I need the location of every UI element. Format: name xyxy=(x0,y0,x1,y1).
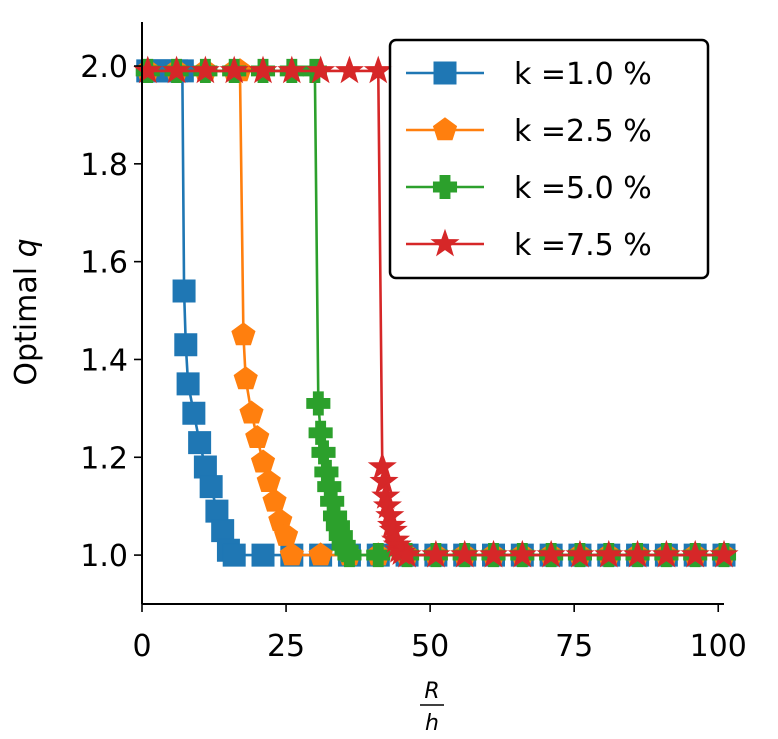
x-tick-label: 25 xyxy=(267,629,305,664)
y-axis-label: Optimal q xyxy=(9,238,44,385)
data-point xyxy=(182,401,206,425)
data-point xyxy=(190,55,220,84)
data-point xyxy=(623,539,653,568)
data-point xyxy=(233,366,258,390)
legend-marker xyxy=(432,117,458,141)
data-point xyxy=(366,543,391,568)
data-point xyxy=(363,55,393,84)
x-axis-label-denominator: h xyxy=(425,711,439,736)
data-point xyxy=(239,400,264,424)
x-tick-label: 0 xyxy=(132,629,151,664)
data-point xyxy=(277,55,307,84)
data-point xyxy=(709,539,739,568)
data-point xyxy=(256,469,281,493)
data-point xyxy=(478,539,509,568)
data-point xyxy=(308,542,333,566)
legend-label: k =1.0 % xyxy=(514,57,652,92)
y-tick-label: 1.8 xyxy=(80,148,128,183)
data-point xyxy=(337,543,362,568)
data-point xyxy=(251,543,275,567)
data-point xyxy=(450,539,480,568)
data-point xyxy=(565,539,595,568)
legend-label: k =7.5 % xyxy=(514,228,652,263)
x-tick-label: 100 xyxy=(690,629,747,664)
data-point xyxy=(199,475,223,499)
data-point xyxy=(651,539,681,568)
data-point xyxy=(162,55,192,84)
data-point xyxy=(250,449,276,473)
legend-entry: k =7.5 % xyxy=(406,228,652,263)
x-tick-label: 75 xyxy=(555,629,593,664)
x-axis-label: R h xyxy=(420,679,444,736)
legend-entry: k =2.5 % xyxy=(406,114,652,149)
series-layer xyxy=(133,55,739,568)
legend-label: k =5.0 % xyxy=(514,171,652,206)
legend-label: k =2.5 % xyxy=(514,114,652,149)
legend-marker xyxy=(432,174,458,200)
data-point xyxy=(306,55,336,84)
data-point xyxy=(334,55,364,84)
data-point xyxy=(279,542,304,566)
data-point xyxy=(231,322,256,346)
data-point xyxy=(245,424,270,448)
legend-entry: k =1.0 % xyxy=(406,57,652,92)
data-point xyxy=(205,499,229,523)
data-point xyxy=(507,539,537,568)
data-point xyxy=(421,539,451,568)
data-point xyxy=(222,543,246,567)
data-point xyxy=(680,539,710,568)
data-point xyxy=(188,431,212,455)
data-point xyxy=(392,539,422,568)
y-tick-label: 1.0 xyxy=(80,539,128,574)
y-tick-label: 2.0 xyxy=(80,50,128,85)
x-axis-label-numerator: R xyxy=(424,679,439,704)
x-tick-label: 50 xyxy=(411,629,449,664)
y-axis-label-variable: q xyxy=(9,238,44,257)
legend: k =1.0 % k =2.5 % k =5.0 % k =7.5 % xyxy=(388,38,710,280)
data-point xyxy=(176,372,200,396)
y-axis-label-prefix: Optimal xyxy=(9,257,44,385)
series-4 xyxy=(133,55,739,568)
data-point xyxy=(248,55,278,84)
y-tick-label: 1.4 xyxy=(80,343,128,378)
ticks: 0 25 50 75 100 1.0 1.2 1.4 1.6 1.8 2.0 xyxy=(80,50,747,664)
y-tick-label: 1.2 xyxy=(80,441,128,476)
data-point xyxy=(219,55,249,84)
data-point xyxy=(306,391,331,416)
data-point xyxy=(262,488,287,512)
data-point xyxy=(193,455,217,479)
data-point xyxy=(536,539,566,568)
data-point xyxy=(172,279,196,303)
y-tick-label: 1.6 xyxy=(80,246,128,281)
legend-entry: k =5.0 % xyxy=(406,171,652,206)
axes xyxy=(141,22,724,605)
legend-box xyxy=(388,38,710,280)
legend-marker xyxy=(433,61,457,85)
data-point xyxy=(273,522,299,546)
data-point xyxy=(174,333,198,357)
data-point xyxy=(594,539,624,568)
data-point xyxy=(211,519,235,543)
legend-marker xyxy=(430,228,460,257)
